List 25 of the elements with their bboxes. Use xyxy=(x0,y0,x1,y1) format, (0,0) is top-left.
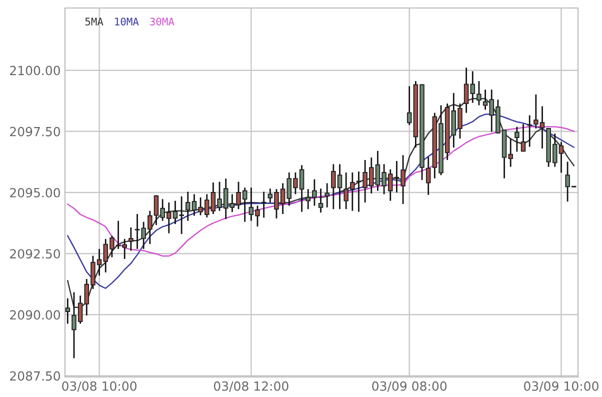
candlestick xyxy=(476,80,482,106)
candlestick xyxy=(520,123,526,152)
y-tick-label: 2097.50 xyxy=(10,126,60,136)
x-tick-label: 03/08 10:00 xyxy=(62,381,136,392)
x-tick-label: 03/09 08:00 xyxy=(372,381,447,392)
candlestick xyxy=(527,114,532,148)
candlestick xyxy=(514,126,520,152)
text: 30MA xyxy=(150,18,174,26)
candlestick xyxy=(324,182,330,208)
candlestick xyxy=(464,66,469,114)
text: 5MA xyxy=(85,18,104,26)
y-tick-label: 2087.50 xyxy=(10,371,60,381)
y-tick-label: 2100.00 xyxy=(10,66,60,76)
candlestick xyxy=(470,70,476,104)
y-tick-label: 2095.00 xyxy=(10,188,60,198)
x-tick-label: 03/09 10:00 xyxy=(524,381,598,392)
candlestick xyxy=(406,86,412,126)
candlestick xyxy=(65,298,70,324)
y-tick-label: 2090.00 xyxy=(10,310,60,320)
x-tick-label: 03/08 12:00 xyxy=(214,381,288,392)
y-tick-label: 2092.50 xyxy=(10,249,60,259)
candlestick xyxy=(318,188,324,214)
text: 10MA xyxy=(115,18,139,26)
candlestick xyxy=(426,156,431,196)
candlestick xyxy=(128,226,134,252)
